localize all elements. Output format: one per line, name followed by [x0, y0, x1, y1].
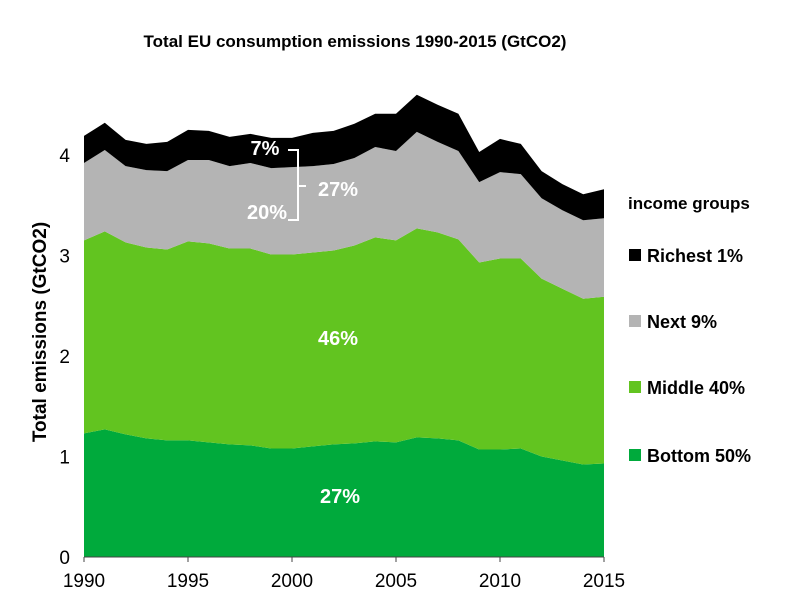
legend-label-richest-1: Richest 1%	[647, 246, 743, 266]
y-tick-label: 2	[59, 347, 70, 368]
y-axis-label: Total emissions (GtCO2)	[30, 222, 51, 442]
share-label-next: 27%	[318, 179, 358, 201]
x-tick-label: 2010	[479, 571, 521, 592]
axes: 1990 1995 2000 2005 2010 2015 0 1 2 3 4	[59, 146, 625, 592]
area-next-9	[84, 131, 604, 299]
share-label-bottom: 27%	[320, 486, 360, 508]
x-tick-label: 2000	[271, 571, 313, 592]
share-label-richest-1990: 7%	[251, 138, 280, 160]
legend-swatch-next-9	[629, 315, 641, 327]
area-bottom-50	[84, 429, 604, 557]
legend-label-middle-40: Middle 40%	[647, 378, 745, 398]
area-middle-40	[84, 228, 604, 465]
legend-swatch-richest-1	[629, 249, 641, 261]
legend-swatch-middle-40	[629, 381, 641, 393]
area-richest-1	[84, 94, 604, 221]
x-tick-label: 1995	[167, 571, 209, 592]
share-label-next-1990: 20%	[247, 202, 287, 224]
x-tick-label: 2015	[583, 571, 625, 592]
legend: income groups Richest 1% Next 9% Middle 40…	[628, 194, 751, 466]
x-tick-label: 2005	[375, 571, 417, 592]
stacked-areas	[84, 94, 604, 557]
chart-title: Total EU consumption emissions 1990-2015…	[144, 32, 567, 51]
legend-swatch-bottom-50	[629, 449, 641, 461]
y-tick-label: 1	[59, 448, 70, 469]
share-bracket	[288, 149, 306, 221]
share-labels: 27% 46% 27% 20% 7%	[247, 138, 360, 508]
y-tick-label: 0	[59, 548, 70, 569]
share-label-middle: 46%	[318, 328, 358, 350]
legend-label-next-9: Next 9%	[647, 312, 717, 332]
legend-title: income groups	[628, 194, 750, 213]
x-tick-label: 1990	[63, 571, 105, 592]
y-tick-label: 3	[59, 247, 70, 268]
y-tick-label: 4	[59, 146, 70, 167]
legend-label-bottom-50: Bottom 50%	[647, 446, 751, 466]
